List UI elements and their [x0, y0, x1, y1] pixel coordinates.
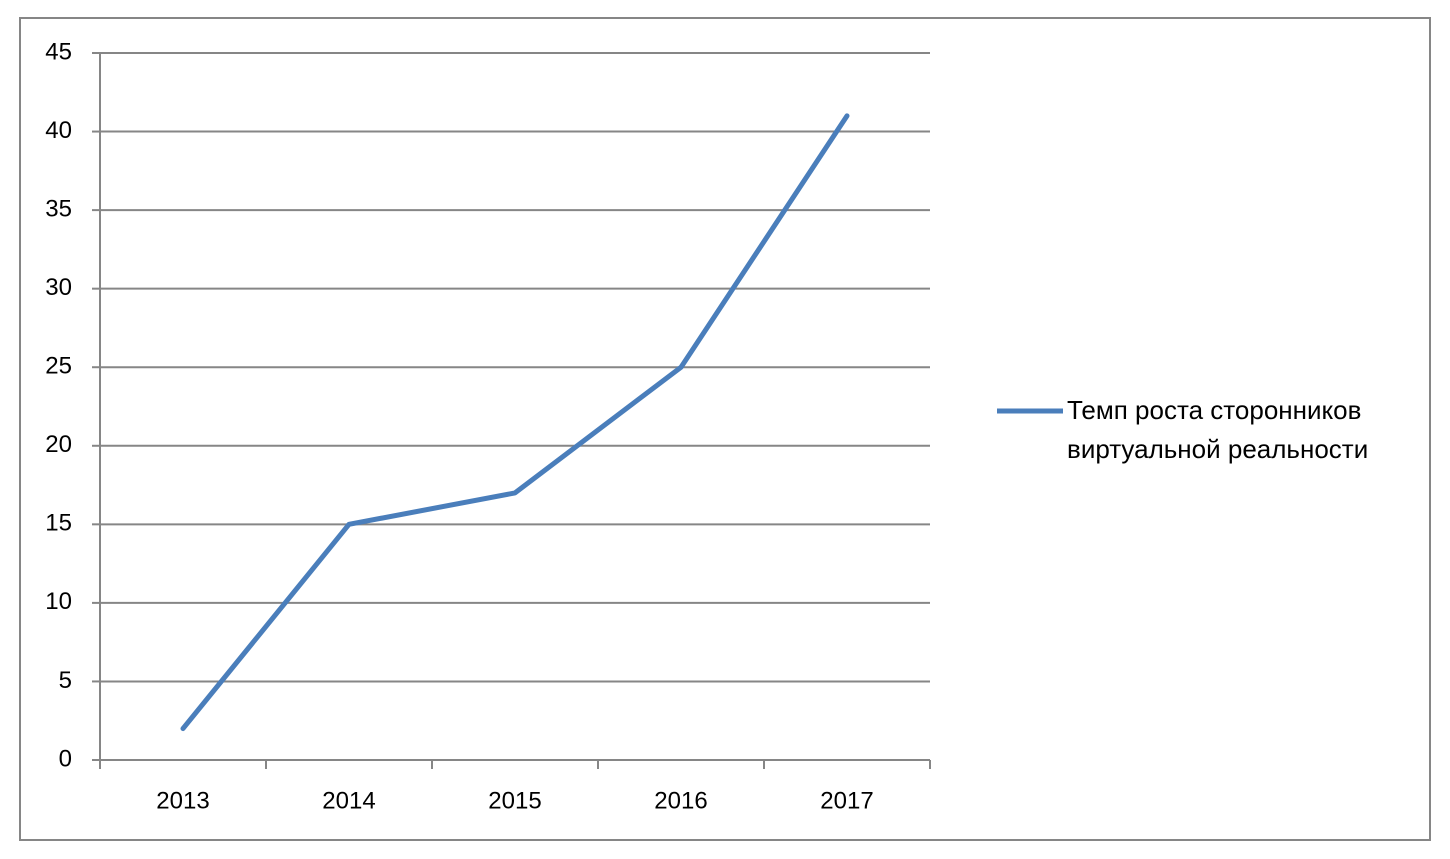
y-tick-label: 30 — [45, 274, 72, 301]
y-tick-label: 40 — [45, 117, 72, 144]
y-tick-label: 10 — [45, 588, 72, 615]
y-tick-label: 0 — [59, 745, 72, 772]
legend-label: Темп роста сторонников виртуальной реаль… — [1067, 395, 1369, 464]
legend-swatch — [997, 408, 1063, 414]
x-tick-label: 2017 — [820, 787, 873, 814]
x-tick-label: 2013 — [156, 787, 209, 814]
chart-border — [19, 17, 1431, 841]
x-tick-label: 2016 — [654, 787, 707, 814]
y-tick-label: 5 — [59, 667, 72, 694]
y-tick-label: 35 — [45, 195, 72, 222]
y-tick-label: 15 — [45, 510, 72, 537]
y-tick-label: 20 — [45, 431, 72, 458]
y-tick-label: 45 — [45, 38, 72, 65]
x-tick-label: 2015 — [488, 787, 541, 814]
legend: Темп роста сторонников виртуальной реаль… — [995, 391, 1427, 469]
x-tick-label: 2014 — [322, 787, 375, 814]
y-tick-label: 25 — [45, 353, 72, 380]
data-line — [180, 113, 850, 732]
